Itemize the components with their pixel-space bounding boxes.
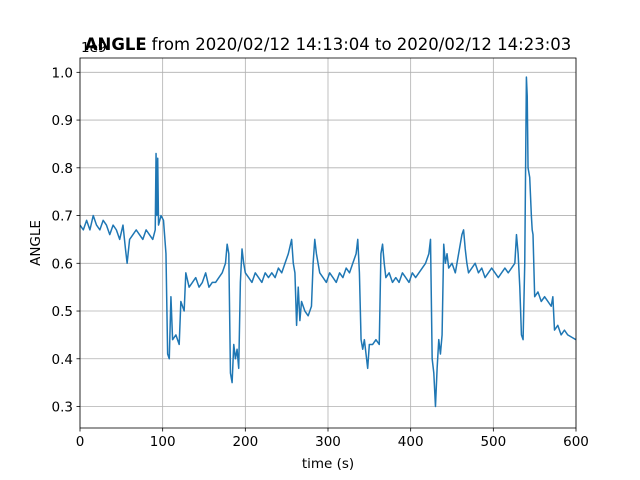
title-rest: from 2020/02/12 14:13:04 to 2020/02/12 1…: [152, 35, 572, 54]
title-bold: ANGLE: [85, 35, 147, 54]
y-tick-label: 0.6: [52, 256, 73, 272]
y-tick-label: 1.0: [52, 65, 73, 81]
y-tick-label: 0.5: [52, 304, 73, 320]
data-line: [80, 76, 576, 408]
x-tick-label: 600: [563, 434, 589, 450]
x-tick-label: 500: [480, 434, 506, 450]
chart-title: ANGLE from 2020/02/12 14:13:04 to 2020/02…: [85, 35, 572, 54]
x-tick-label: 400: [398, 434, 424, 450]
y-tick-label: 0.3: [52, 400, 73, 416]
x-axis-label: time (s): [302, 456, 354, 472]
x-tick-label: 200: [232, 434, 258, 450]
x-tick-label: 300: [315, 434, 341, 450]
offset-text: 1e9: [81, 40, 106, 56]
x-tick-label: 0: [76, 434, 85, 450]
plot-frame: [79, 57, 577, 429]
y-tick-label: 0.4: [52, 352, 73, 368]
y-tick-label: 0.9: [52, 113, 73, 129]
y-axis-label: ANGLE: [28, 220, 44, 266]
x-tick-label: 100: [150, 434, 176, 450]
y-tick-label: 0.7: [52, 209, 73, 225]
y-tick-label: 0.8: [52, 161, 73, 177]
